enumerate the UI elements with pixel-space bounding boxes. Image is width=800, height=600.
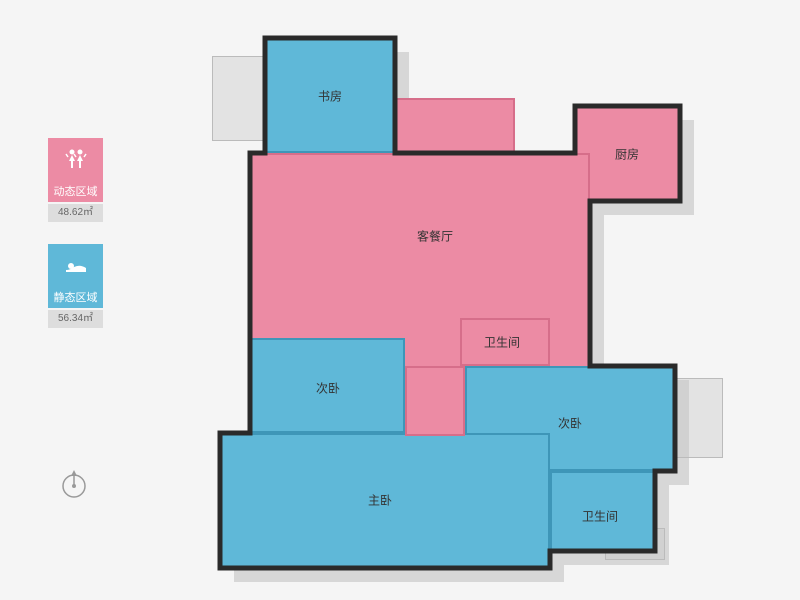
room-label-bed2a: 次卧 [316,380,340,397]
room-label-bath2: 卫生间 [582,508,618,525]
legend-static-label: 静态区域 [48,288,103,308]
legend-dynamic: 动态区域 48.62㎡ [48,138,103,222]
room-living-ext [395,98,515,158]
legend-dynamic-label: 动态区域 [48,182,103,202]
legend-static-value: 56.34㎡ [48,310,103,328]
legend-dynamic-value: 48.62㎡ [48,204,103,222]
balcony-0 [212,56,265,141]
room-label-bed2b: 次卧 [558,415,582,432]
room-label-master: 主卧 [368,492,392,509]
room-label-living: 客餐厅 [417,228,453,245]
person-sleeping-icon [48,244,103,288]
room-label-kitchen: 厨房 [615,146,639,163]
legend-panel: 动态区域 48.62㎡ 静态区域 56.34㎡ [48,138,103,350]
balcony-1 [675,378,723,458]
room-label-bath1: 卫生间 [484,334,520,351]
corridor [405,366,465,436]
room-label-study: 书房 [318,88,342,105]
floor-plan: 书房厨房客餐厅卫生间次卧次卧主卧卫生间 [180,28,730,583]
people-dancing-icon [48,138,103,182]
compass-icon [58,468,90,500]
legend-static: 静态区域 56.34㎡ [48,244,103,328]
